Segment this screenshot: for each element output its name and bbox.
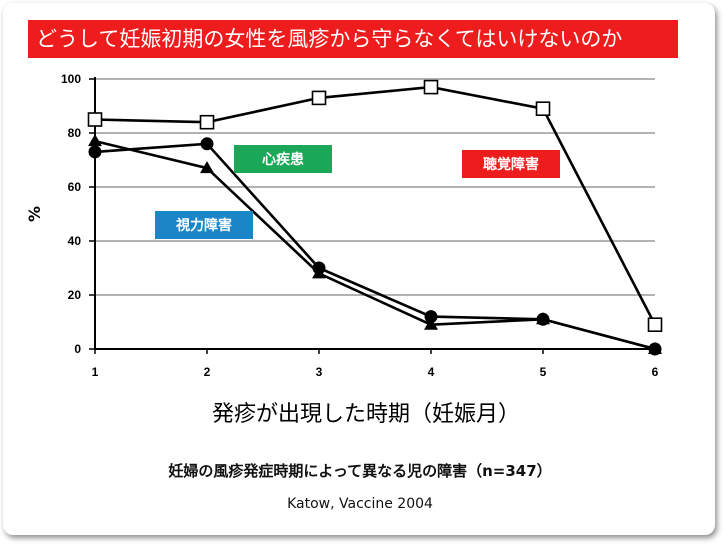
x-tick-label-4: 4 [428,365,435,379]
title-banner: どうして妊娠初期の女性を風疹から守らなくてはいけないのか [28,20,678,58]
series-line-1 [94,142,656,351]
grid-layer [95,78,655,296]
series-0-point-1 [87,112,103,127]
x-tick-label-6: 6 [652,365,659,379]
x-axis-label: 発疹が出現した時期（妊娠月） [212,402,520,427]
series-2-point-3 [312,266,326,279]
y-tick-label-80: 80 [68,126,82,140]
y-tick-label-60: 60 [68,180,82,194]
tick-layer: 0 20 40 60 80 100 1 2 3 4 5 6 [61,72,659,379]
y-axis-label: % [25,206,44,222]
x-tick-label-2: 2 [204,365,211,379]
x-tick-label-1: 1 [92,365,99,379]
series-label-2: 視力障害 [175,217,232,234]
series-line-0 [94,85,657,326]
series-label-box-1 [234,145,332,173]
series-0-point-4 [423,79,439,95]
series-0-point-3 [311,90,327,106]
y-tick-label-20: 20 [68,288,82,302]
series-1-point-1 [88,145,102,159]
slide-card [3,3,715,535]
series-label-1: 心疾患 [262,151,304,168]
series-1-point-2 [200,137,214,151]
series-2-point-6 [648,342,662,354]
series-label-box-2 [155,211,253,239]
series-line-2 [94,139,656,351]
series-2-point-4 [424,317,438,330]
x-tick-label-5: 5 [540,365,547,379]
series-layer [87,79,663,356]
y-tick-label-100: 100 [61,72,81,86]
series-2-point-1 [88,134,102,147]
x-tick-label-3: 3 [316,365,323,379]
series-2-point-5 [536,312,550,325]
series-1-point-4 [424,310,438,324]
series-label-0: 聴覚障害 [483,156,539,173]
series-0-point-2 [199,114,215,130]
series-label-box-0 [462,150,560,178]
series-0-point-6 [647,317,663,333]
series-2-point-2 [200,161,214,174]
chart-caption: 妊婦の風疹発症時期によって異なる児の障害（n=347） [168,462,552,480]
y-tick-label-0: 0 [74,342,81,356]
source-citation: Katow, Vaccine 2004 [287,496,433,512]
series-0-point-5 [535,101,551,116]
y-tick-label-40: 40 [68,234,82,248]
